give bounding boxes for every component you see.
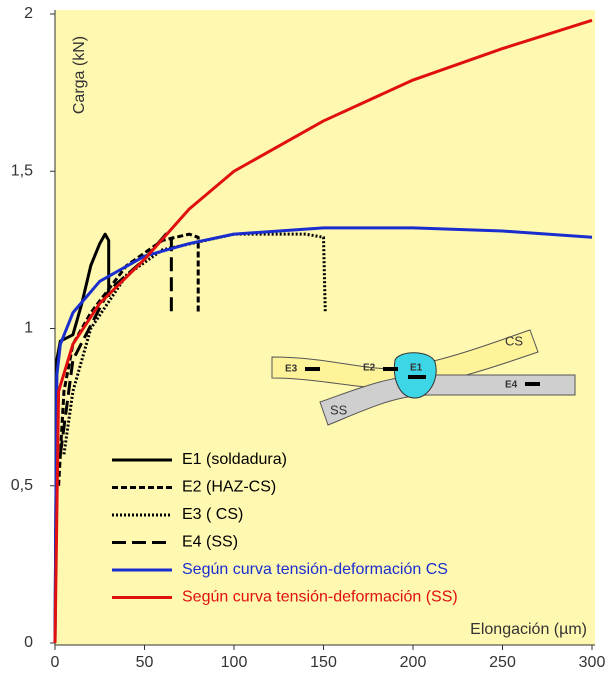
cs-plate bbox=[271, 329, 539, 389]
inset-diagram: CS SS E1 E2 E3 E4 bbox=[271, 329, 576, 426]
gauge bbox=[383, 367, 398, 371]
diagram-label: SS bbox=[330, 402, 348, 417]
x-tick-label: 300 bbox=[579, 654, 606, 671]
diagram-label: E2 bbox=[363, 363, 376, 374]
plot-background bbox=[55, 10, 595, 645]
x-tick-label: 100 bbox=[221, 654, 248, 671]
diagram-label: E3 bbox=[285, 364, 298, 375]
line-series bbox=[53, 18, 593, 644]
gauge bbox=[305, 367, 320, 371]
y-tick-label: 1 bbox=[24, 320, 33, 337]
x-tick-label: 50 bbox=[136, 654, 154, 671]
x-tick-label: 150 bbox=[310, 654, 337, 671]
gauge bbox=[408, 375, 426, 379]
diagram-label: CS bbox=[505, 333, 523, 348]
y-axis-label: Carga (kN) bbox=[71, 36, 88, 114]
diagram-label: E4 bbox=[505, 380, 518, 391]
y-tick-label: 1,5 bbox=[11, 162, 33, 179]
legend-label: E1 (soldadura) bbox=[182, 451, 287, 468]
x-axis-label: Elongación (µm) bbox=[470, 621, 587, 638]
legend-label: Según curva tensión-deformación CS bbox=[182, 561, 448, 578]
y-tick-label: 0,5 bbox=[11, 477, 33, 494]
legend-label: E4 (SS) bbox=[182, 534, 238, 551]
legend-label: E2 (HAZ-CS) bbox=[182, 479, 276, 496]
line-series bbox=[53, 226, 593, 644]
x-tick-label: 250 bbox=[489, 654, 516, 671]
y-tick-label: 0 bbox=[24, 634, 33, 651]
diagram-label: E1 bbox=[410, 363, 423, 374]
x-tick-label: 0 bbox=[51, 654, 60, 671]
ss-plate bbox=[319, 374, 576, 426]
legend-label: E3 ( CS) bbox=[182, 506, 243, 523]
x-tick-label: 200 bbox=[400, 654, 427, 671]
gauge bbox=[525, 382, 540, 386]
legend-label: Según curva tensión-deformación (SS) bbox=[182, 589, 458, 606]
y-tick-label: 2 bbox=[24, 5, 33, 22]
